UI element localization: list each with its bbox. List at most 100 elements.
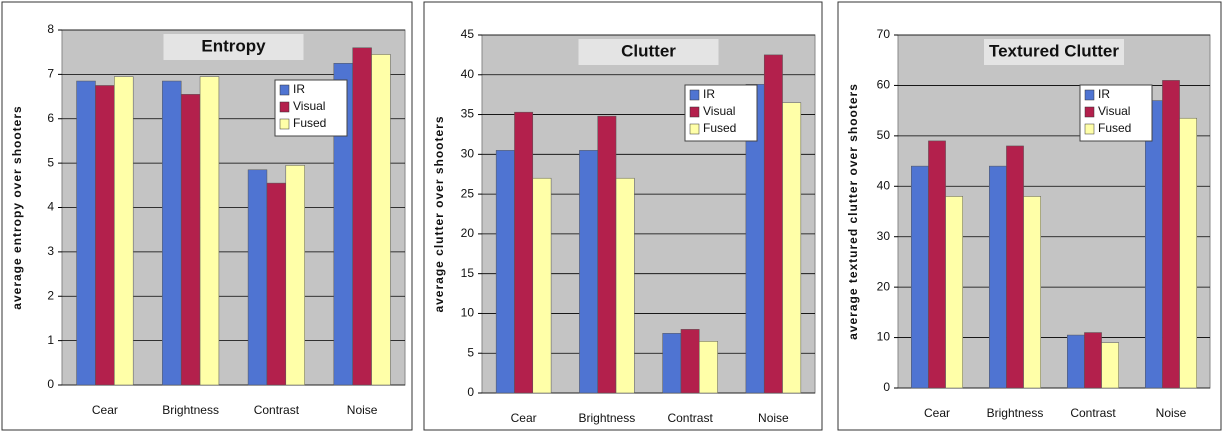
legend-label: Fused [703, 121, 736, 135]
y-tick-label: 20 [877, 279, 891, 293]
y-tick-label: 0 [883, 380, 890, 394]
bar [1023, 196, 1041, 389]
bar [945, 196, 963, 389]
y-tick-label: 60 [877, 78, 891, 92]
legend-label: IR [703, 87, 715, 101]
y-tick-label: 5 [47, 155, 54, 169]
y-tick-label: 20 [461, 226, 475, 240]
bar [1145, 100, 1163, 389]
x-tick-label: Contrast [667, 411, 713, 425]
chart: 0 1 2 3 4 5 6 7 8 Cear Brightness Contrast Noise Entr… [1, 1, 413, 431]
y-tick-label: 15 [461, 266, 475, 280]
bar [615, 177, 635, 394]
bar [1101, 342, 1119, 389]
bar [247, 169, 268, 386]
y-tick-label: 5 [467, 345, 474, 359]
y-tick-label: 25 [461, 186, 475, 200]
legend-label: Visual [703, 104, 735, 118]
y-tick-label: 6 [47, 111, 54, 125]
y-tick-label: 70 [877, 27, 891, 41]
y-tick-label: 2 [47, 288, 54, 302]
legend-label: IR [1098, 87, 1110, 101]
x-tick-label: Brightness [987, 406, 1044, 420]
y-tick-label: 7 [47, 67, 54, 81]
y-tick-label: 45 [461, 27, 475, 41]
x-tick-label: Contrast [254, 403, 300, 417]
legend-label: IR [293, 82, 305, 96]
bar [266, 182, 287, 386]
x-tick-label: Contrast [1070, 406, 1116, 420]
y-tick-label: 0 [467, 385, 474, 399]
chart: 0 10 20 30 40 50 60 70 Cear Brightness Contrast Noi… [837, 1, 1222, 431]
x-tick-label: Cear [92, 403, 118, 417]
x-tick-label: Cear [924, 406, 950, 420]
y-tick-label: 8 [47, 22, 54, 36]
legend-label: Fused [293, 116, 326, 130]
legend-swatch [1084, 106, 1095, 118]
chart-title: Clutter [621, 41, 676, 60]
y-axis-label: average textured clutter over shooters [846, 83, 860, 340]
bar [597, 115, 617, 394]
bar [1067, 334, 1085, 389]
legend-swatch [279, 118, 290, 130]
chart-title: Entropy [201, 36, 266, 55]
legend-label: Visual [293, 99, 325, 113]
bar [76, 80, 96, 386]
bar [199, 76, 220, 386]
bar [495, 150, 515, 394]
bar [1179, 117, 1197, 389]
bar [680, 329, 700, 394]
y-axis-label: average entropy over shooters [10, 105, 24, 309]
x-tick-label: Brightness [579, 411, 636, 425]
legend-swatch [1084, 123, 1095, 135]
legend-swatch [689, 89, 700, 101]
legend-swatch [1084, 89, 1095, 101]
bar [162, 80, 182, 386]
bar [928, 140, 946, 389]
bar [1084, 332, 1102, 389]
legend-swatch [279, 101, 290, 113]
title-box [578, 39, 719, 65]
bar [532, 177, 552, 394]
bar [699, 341, 718, 394]
chart-title: Textured Clutter [989, 41, 1119, 60]
y-tick-label: 40 [461, 67, 475, 81]
bar [371, 54, 391, 386]
y-tick-label: 35 [461, 107, 475, 121]
legend-swatch [689, 106, 700, 118]
y-tick-label: 1 [47, 333, 54, 347]
bar [989, 165, 1007, 389]
bar [782, 102, 802, 394]
title-box [163, 34, 304, 60]
bar [911, 165, 929, 389]
y-axis-label: average clutter over shooters [432, 115, 446, 312]
legend-label: Visual [1098, 104, 1130, 118]
y-tick-label: 4 [47, 200, 54, 214]
y-tick-label: 10 [461, 306, 475, 320]
bar [95, 85, 115, 386]
bar [763, 54, 783, 394]
x-tick-label: Noise [758, 411, 789, 425]
legend-label: Fused [1098, 121, 1131, 135]
bar [180, 94, 201, 386]
bar [285, 165, 305, 386]
y-tick-label: 50 [877, 128, 891, 142]
bar [662, 333, 682, 394]
bar [114, 76, 134, 386]
x-tick-label: Brightness [162, 403, 219, 417]
x-tick-label: Cear [511, 411, 537, 425]
legend-swatch [689, 123, 700, 135]
y-tick-label: 10 [877, 330, 891, 344]
y-tick-label: 40 [877, 178, 891, 192]
bar [514, 111, 534, 394]
y-tick-label: 0 [47, 377, 54, 391]
x-tick-label: Noise [347, 403, 378, 417]
chart: 0 5 10 15 20 25 30 35 40 45 Cear Brightness Contrast… [423, 1, 823, 431]
bar [579, 150, 598, 394]
bar [1006, 145, 1024, 389]
legend-swatch [279, 84, 290, 96]
title-box [984, 39, 1124, 65]
bar [352, 47, 372, 386]
y-tick-label: 30 [461, 147, 475, 161]
